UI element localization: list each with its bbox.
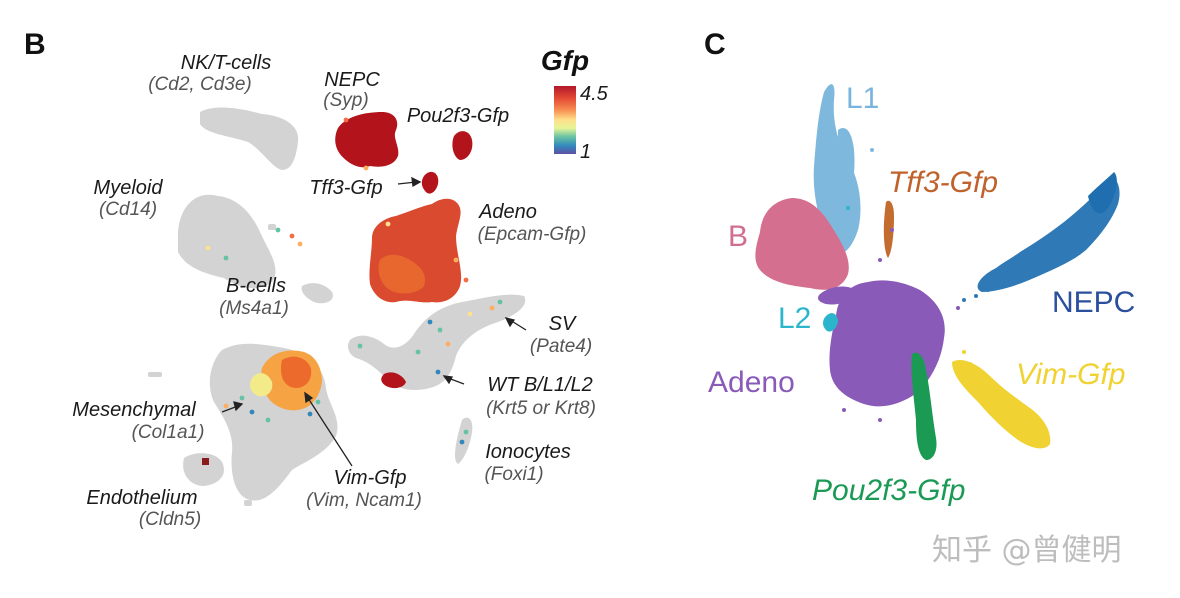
label-tff3: Tff3-Gfp (309, 177, 382, 199)
label-l2: L2 (778, 302, 811, 335)
label-nepc-sub: (Syp) (323, 90, 368, 111)
label-nkt: NK/T-cells (181, 52, 271, 74)
legend-title: Gfp (541, 45, 589, 76)
cluster-vim-core (280, 356, 312, 388)
cluster-nepc (335, 112, 399, 168)
watermark: 知乎 @曾健明 (932, 533, 1122, 568)
label-myeloid-sub: (Cd14) (99, 199, 157, 220)
label-sv: SV (549, 313, 577, 335)
label-pou2f3: Pou2f3-Gfp (812, 474, 965, 507)
branch-l1-arm (838, 128, 855, 206)
label-sv-sub: (Pate4) (530, 336, 592, 357)
panel-c: C (704, 28, 1135, 507)
trajectory-plot (755, 84, 1120, 460)
label-vim-sub: (Vim, Ncam1) (306, 490, 422, 511)
branch-nepc (977, 176, 1120, 292)
label-l1: L1 (846, 82, 879, 115)
gfp-legend: Gfp 4.5 1 (541, 45, 609, 163)
cluster-adeno-highlight (378, 254, 426, 294)
branch-l1 (813, 84, 861, 254)
label-adeno: Adeno (708, 366, 795, 399)
label-tff3: Tff3-Gfp (888, 166, 998, 199)
cluster-sv-wt (348, 294, 526, 390)
label-b: B (728, 220, 748, 253)
cluster-pou2f3 (452, 131, 473, 160)
label-wt: WT B/L1/L2 (487, 374, 593, 396)
branch-adeno-neck (818, 286, 856, 305)
annotation-arrows (221, 176, 527, 467)
label-vim: Vim-Gfp (1016, 358, 1125, 391)
label-vim: Vim-Gfp (334, 467, 407, 489)
panel-b-letter: B (24, 28, 46, 61)
branch-vim (952, 359, 1051, 449)
cluster-vim-light (250, 373, 273, 397)
label-mesenchymal: Mesenchymal (72, 399, 196, 421)
label-nkt-sub: (Cd2, Cd3e) (148, 74, 252, 95)
branch-b (755, 198, 849, 290)
cluster-dot-1 (148, 372, 162, 377)
umap-gfp-clusters (202, 112, 473, 465)
trajectory-labels: L1 Tff3-Gfp B NEPC L2 Adeno Vim-Gfp Pou2… (708, 82, 1135, 507)
cluster-nkt (200, 107, 299, 170)
legend-colorbar (554, 86, 576, 154)
label-bcells-sub: (Ms4a1) (219, 298, 289, 319)
panel-c-letter: C (704, 28, 726, 61)
label-endothelium: Endothelium (86, 487, 197, 509)
cluster-myeloid (178, 194, 276, 289)
branch-l2 (823, 313, 838, 332)
label-endothelium-sub: (Cldn5) (139, 509, 201, 530)
label-ionocytes: Ionocytes (485, 441, 571, 463)
label-myeloid: Myeloid (94, 177, 164, 199)
branch-pou2f3 (911, 352, 937, 460)
label-nepc: NEPC (324, 69, 380, 91)
cluster-wt-red (381, 372, 406, 389)
label-mesenchymal-sub: (Col1a1) (132, 422, 205, 443)
label-adeno: Adeno (478, 201, 537, 223)
trajectory-scatter (840, 148, 1008, 442)
panel-b-labels: NK/T-cells (Cd2, Cd3e) NEPC (Syp) Pou2f3… (72, 52, 596, 530)
cluster-endothelium (183, 453, 224, 486)
cluster-dot-3 (268, 224, 276, 230)
branch-nepc-tip (1088, 172, 1117, 214)
umap-sparse-points (205, 117, 503, 445)
label-nepc: NEPC (1052, 286, 1135, 319)
umap-grey-clusters (148, 107, 526, 506)
label-wt-sub: (Krt5 or Krt8) (486, 398, 596, 419)
legend-min: 1 (580, 141, 591, 163)
label-pou2f3: Pou2f3-Gfp (407, 105, 509, 127)
branch-tff3 (883, 200, 894, 258)
legend-max: 4.5 (580, 83, 609, 105)
label-adeno-sub: (Epcam-Gfp) (478, 224, 587, 245)
label-bcells: B-cells (226, 275, 286, 297)
cluster-endo-red (202, 458, 209, 465)
cluster-dot-2 (244, 500, 252, 506)
cluster-tff3 (421, 171, 439, 194)
cluster-bcells (301, 283, 333, 304)
panel-b: B (24, 28, 609, 530)
label-ionocytes-sub: (Foxi1) (484, 464, 543, 485)
